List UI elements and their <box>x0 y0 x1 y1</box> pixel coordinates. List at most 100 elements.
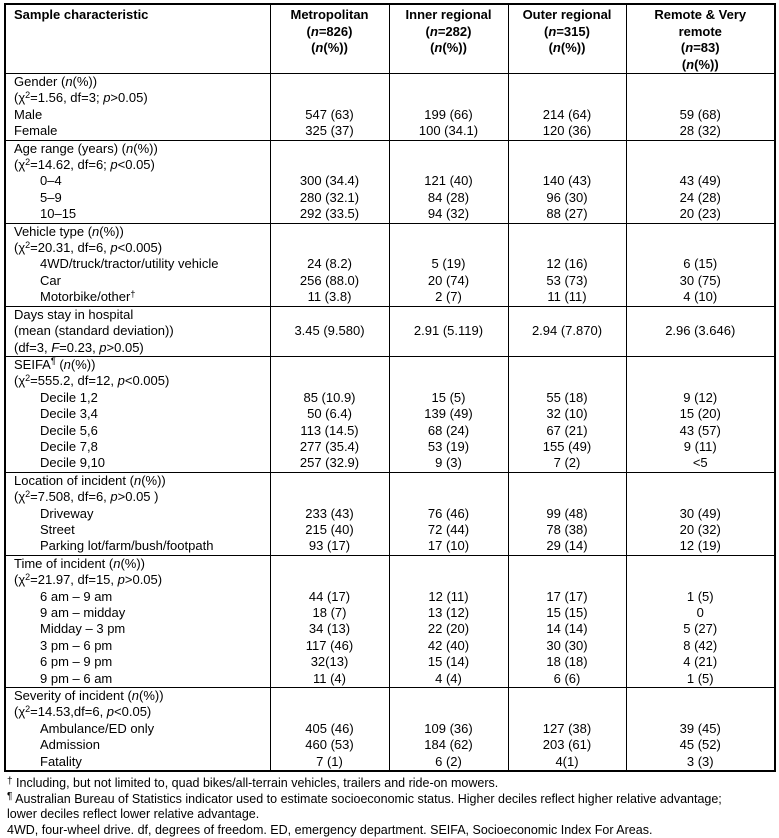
row-value: 3 (3) <box>625 753 776 772</box>
row-value <box>507 687 627 705</box>
row-value: 121 (40) <box>388 173 509 190</box>
row-value: 14 (14) <box>507 621 627 638</box>
row-value: 155 (49) <box>507 438 627 456</box>
row-value <box>388 306 509 324</box>
row-value: 300 (34.4) <box>269 173 390 190</box>
section-age-range: Age range (years) (n(%)) (χ2=14.62, df=6;… <box>4 140 776 224</box>
section-time: Time of incident (n(%)) (χ2=21.97, df=15,… <box>4 555 776 688</box>
row-value: 109 (36) <box>388 720 509 738</box>
table-row: Motorbike/other† 11 (3.8) 2 (7) 11 (11) 4 (1… <box>4 289 776 307</box>
row-value: 20 (23) <box>625 206 776 224</box>
row-value <box>625 687 776 705</box>
row-label: (χ2=14.53,df=6, p<0.05) <box>4 704 271 721</box>
row-value <box>507 306 627 324</box>
table-row: Decile 3,4 50 (6.4) 139 (49) 32 (10) 15 (20) <box>4 406 776 423</box>
row-value <box>507 472 627 490</box>
row-value: 6 (2) <box>388 753 509 772</box>
row-value: 96 (30) <box>507 189 627 207</box>
row-value: 22 (20) <box>388 621 509 638</box>
row-label: Days stay in hospital <box>4 306 271 324</box>
section-seifa: SEIFA¶ (n(%)) (χ2=555.2, df=12, p<0.005) D… <box>4 356 776 473</box>
table-row: Ambulance/ED only 405 (46) 109 (36) 127 (38… <box>4 720 776 738</box>
table-row: (χ2=1.56, df=3; p>0.05) <box>4 90 776 107</box>
row-value: 17 (17) <box>507 588 627 605</box>
row-value <box>388 339 509 357</box>
table-row: 4WD/truck/tractor/utility vehicle 24 (8.2… <box>4 256 776 273</box>
row-value: 11 (11) <box>507 289 627 307</box>
table-row: 9 pm – 6 am 11 (4) 4 (4) 6 (6) 1 (5) <box>4 670 776 688</box>
table-row: 0–4 300 (34.4) 121 (40) 140 (43) 43 (49) <box>4 173 776 190</box>
row-label: Admission <box>4 737 271 754</box>
row-value <box>507 140 627 158</box>
row-label: Ambulance/ED only <box>4 720 271 738</box>
row-value: 6 (15) <box>625 256 776 273</box>
row-value: 15 (5) <box>388 389 509 407</box>
header-metropolitan: Metropolitan (n=826) (n(%)) <box>269 4 390 74</box>
row-value: 43 (49) <box>625 173 776 190</box>
table-row: 6 pm – 9 pm 32(13) 15 (14) 18 (18) 4 (21) <box>4 654 776 671</box>
row-value: 32 (10) <box>507 406 627 423</box>
row-value <box>269 306 390 324</box>
row-value: 547 (63) <box>269 106 390 124</box>
row-value <box>625 339 776 357</box>
row-value <box>507 572 627 589</box>
row-value <box>507 90 627 107</box>
row-value: 11 (4) <box>269 670 390 688</box>
table-row: 9 am – midday 18 (7) 13 (12) 15 (15) 0 <box>4 605 776 622</box>
row-label: 4WD/truck/tractor/utility vehicle <box>4 256 271 273</box>
row-value: 0 <box>625 605 776 622</box>
row-value <box>507 339 627 357</box>
row-value: 4 (10) <box>625 289 776 307</box>
row-value <box>625 140 776 158</box>
row-label: Age range (years) (n(%)) <box>4 140 271 158</box>
table-row: (χ2=14.53,df=6, p<0.05) <box>4 704 776 721</box>
row-value <box>388 687 509 705</box>
row-label: Severity of incident (n(%)) <box>4 687 271 705</box>
row-value: 94 (32) <box>388 206 509 224</box>
row-value <box>625 73 776 91</box>
table-row: 6 am – 9 am 44 (17) 12 (11) 17 (17) 1 (5) <box>4 588 776 605</box>
table-row: Severity of incident (n(%)) <box>4 687 776 705</box>
row-value <box>388 704 509 721</box>
row-label: 3 pm – 6 pm <box>4 637 271 655</box>
table-row: (mean (standard deviation)) 3.45 (9.580) 2… <box>4 323 776 340</box>
sample-characteristics-table: Sample characteristic Metropolitan (n=826… <box>4 3 776 773</box>
row-value: 8 (42) <box>625 637 776 655</box>
row-value: 460 (53) <box>269 737 390 754</box>
row-value: 11 (3.8) <box>269 289 390 307</box>
table-row: Gender (n(%)) <box>4 73 776 91</box>
row-value: 9 (12) <box>625 389 776 407</box>
row-value <box>269 572 390 589</box>
row-value <box>507 489 627 506</box>
row-label: Fatality <box>4 753 271 772</box>
row-value <box>269 704 390 721</box>
row-value <box>269 339 390 357</box>
row-value: 233 (43) <box>269 505 390 522</box>
row-value: 12 (16) <box>507 256 627 273</box>
row-value <box>507 704 627 721</box>
footnotes: † Including, but not limited to, quad bi… <box>7 776 751 838</box>
row-label: Vehicle type (n(%)) <box>4 223 271 241</box>
row-value: 55 (18) <box>507 389 627 407</box>
footnote-line: † Including, but not limited to, quad bi… <box>7 775 499 790</box>
row-value: 4 (21) <box>625 654 776 671</box>
row-value <box>507 223 627 241</box>
row-value: 84 (28) <box>388 189 509 207</box>
row-value: 12 (11) <box>388 588 509 605</box>
row-value: 2.91 (5.119) <box>388 323 509 340</box>
row-value: 88 (27) <box>507 206 627 224</box>
row-value <box>388 240 509 257</box>
row-label: (χ2=21.97, df=15, p>0.05) <box>4 572 271 589</box>
row-value: 53 (19) <box>388 438 509 456</box>
row-label: Decile 1,2 <box>4 389 271 407</box>
row-value: 20 (32) <box>625 521 776 539</box>
row-label: Gender (n(%)) <box>4 73 271 91</box>
row-label: Decile 3,4 <box>4 406 271 423</box>
row-label: (χ2=1.56, df=3; p>0.05) <box>4 90 271 107</box>
row-value <box>269 73 390 91</box>
row-label: SEIFA¶ (n(%)) <box>4 356 271 374</box>
table-row: Midday – 3 pm 34 (13) 22 (20) 14 (14) 5 (27) <box>4 621 776 638</box>
row-value: 3.45 (9.580) <box>269 323 390 340</box>
row-label: Decile 5,6 <box>4 422 271 439</box>
row-value: 30 (49) <box>625 505 776 522</box>
